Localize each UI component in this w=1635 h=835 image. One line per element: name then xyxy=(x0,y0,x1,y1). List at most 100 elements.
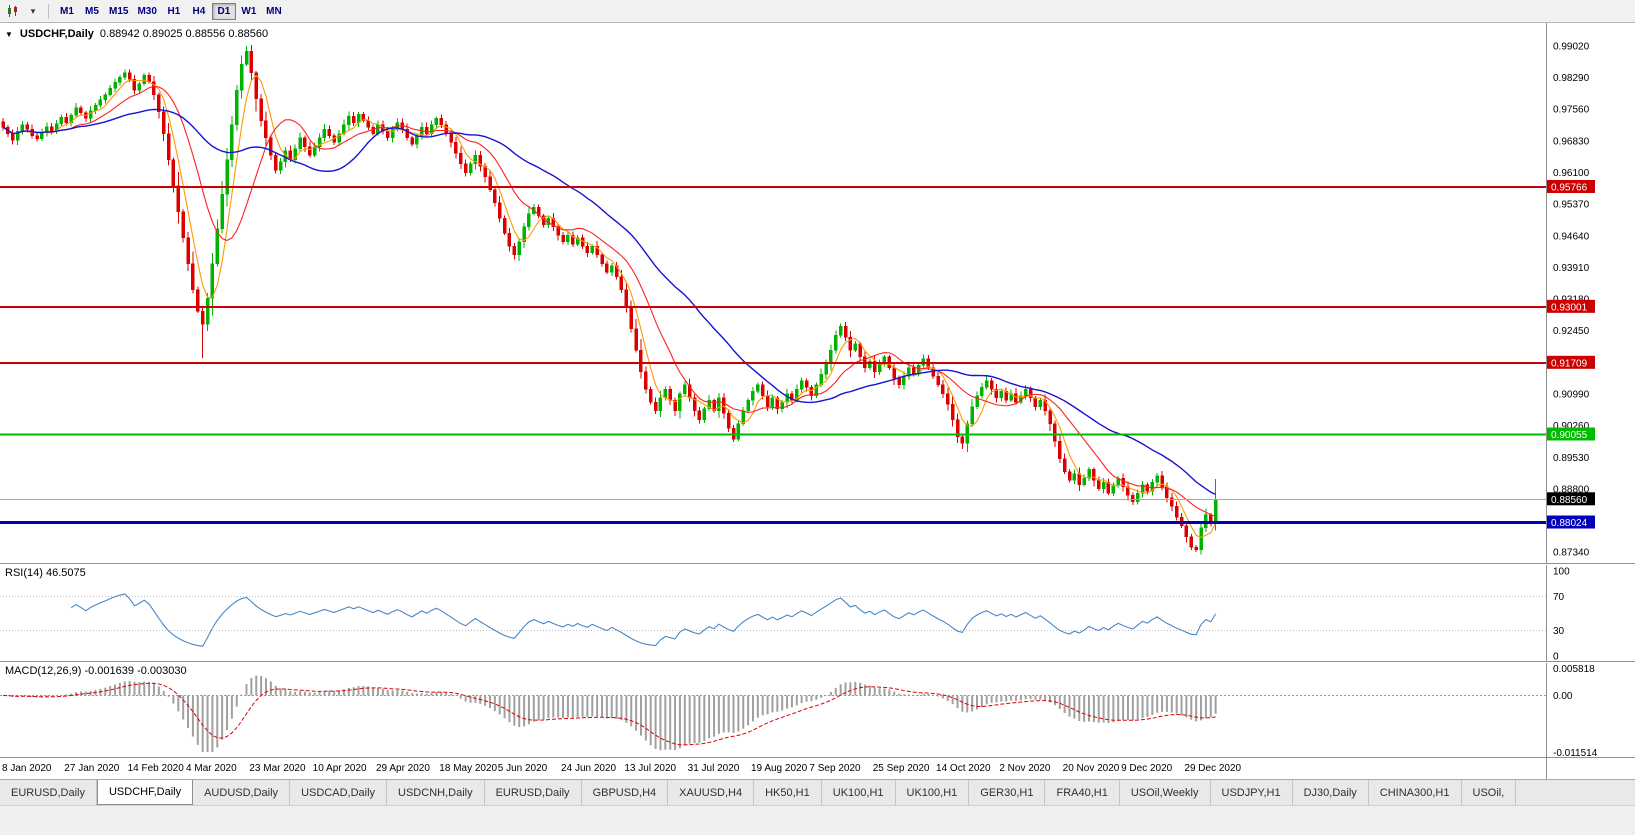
chart-tab[interactable]: USDCAD,Daily xyxy=(290,780,388,805)
chart-tab[interactable]: USDJPY,H1 xyxy=(1210,780,1293,805)
chart-tab[interactable]: FRA40,H1 xyxy=(1045,780,1120,805)
timeframe-button-m30[interactable]: M30 xyxy=(137,5,157,17)
main-chart-panel[interactable]: 0.99020 0.98290 0.97560 0.96830 0.96100 0.953… xyxy=(0,23,1635,563)
date-axis-label: 5 Jun 2020 xyxy=(497,763,548,774)
toolbar: ▾ M1 M5 M15 M30 H1 H4 D1 W1 MN xyxy=(0,0,1635,23)
svg-text:100: 100 xyxy=(1553,567,1570,578)
chart-tab[interactable]: DJ30,Daily xyxy=(1292,780,1369,805)
svg-text:0.005818: 0.005818 xyxy=(1553,664,1595,675)
svg-text:70: 70 xyxy=(1553,592,1565,603)
svg-text:0.89530: 0.89530 xyxy=(1553,453,1590,464)
caret-down-icon[interactable]: ▾ xyxy=(30,5,36,16)
timeframe-button-h4[interactable]: H4 xyxy=(192,5,206,17)
timeframe-button-d1[interactable]: D1 xyxy=(211,2,236,20)
rsi-line xyxy=(70,593,1217,647)
main-chart-canvas[interactable]: 0.99020 0.98290 0.97560 0.96830 0.96100 0.953… xyxy=(0,23,1635,563)
svg-text:0.96830: 0.96830 xyxy=(1553,136,1590,147)
timeframe-button-w1[interactable]: W1 xyxy=(241,5,257,17)
timeframe-button-m1[interactable]: M1 xyxy=(60,5,74,17)
chart-tab[interactable]: USDCHF,Daily xyxy=(96,780,194,805)
rsi-label: RSI(14) 46.5075 xyxy=(5,567,86,579)
horizontal-levels-layer xyxy=(0,185,1546,525)
svg-text:0.93910: 0.93910 xyxy=(1553,263,1590,274)
chart-tab[interactable]: EURUSD,Daily xyxy=(484,780,582,805)
chart-tab[interactable]: UK100,H1 xyxy=(821,780,896,805)
chart-tab[interactable]: XAUUSD,H4 xyxy=(668,780,755,805)
svg-text:0.95370: 0.95370 xyxy=(1553,200,1590,211)
candlestick-chart-icon[interactable] xyxy=(4,3,22,19)
triangle-down-icon[interactable]: ▼ xyxy=(5,29,13,39)
svg-text:-0.011514: -0.011514 xyxy=(1553,748,1598,758)
date-axis-label: 10 Apr 2020 xyxy=(312,763,367,774)
timeframe-button-m5[interactable]: M5 xyxy=(85,5,99,17)
date-axis-label: 19 Aug 2020 xyxy=(750,763,808,774)
chart-tab[interactable]: AUDUSD,Daily xyxy=(193,780,291,805)
date-axis-label: 18 May 2020 xyxy=(439,763,498,774)
date-axis-label: 8 Jan 2020 xyxy=(2,763,52,774)
candles-layer xyxy=(1,44,1218,555)
svg-text:0.90990: 0.90990 xyxy=(1553,389,1590,400)
date-axis-label: 2 Nov 2020 xyxy=(999,763,1051,774)
date-axis-label: 13 Jul 2020 xyxy=(624,763,677,774)
svg-text:0.96100: 0.96100 xyxy=(1553,168,1590,179)
rsi-canvas[interactable]: 100 70 30 0 xyxy=(0,565,1635,662)
chart-tab[interactable]: USOil, xyxy=(1461,780,1517,805)
svg-text:0.98290: 0.98290 xyxy=(1553,73,1590,84)
svg-text:0.93001: 0.93001 xyxy=(1551,302,1588,313)
date-axis-label: 31 Jul 2020 xyxy=(687,763,740,774)
moving-averages-layer xyxy=(2,74,1217,539)
macd-panel[interactable]: 0.005818 0.00 -0.011514 MACD(12,26,9) -0.0… xyxy=(0,661,1635,758)
svg-text:0: 0 xyxy=(1553,652,1559,663)
macd-canvas[interactable]: 0.005818 0.00 -0.011514 xyxy=(0,663,1635,758)
macd-histogram xyxy=(6,675,1217,752)
date-axis-label: 24 Jun 2020 xyxy=(561,763,617,774)
date-axis-label: 27 Jan 2020 xyxy=(64,763,120,774)
svg-text:0.88024: 0.88024 xyxy=(1551,518,1588,529)
date-axis-label: 9 Dec 2020 xyxy=(1121,763,1173,774)
chart-tab-bar: EURUSD,Daily USDCHF,Daily AUDUSD,Daily USDC… xyxy=(0,779,1635,805)
date-axis-label: 14 Oct 2020 xyxy=(936,763,991,774)
chart-tab[interactable]: GBPUSD,H4 xyxy=(581,780,669,805)
timeframe-button-m15[interactable]: M15 xyxy=(109,5,129,17)
date-axis-label: 25 Sep 2020 xyxy=(872,763,930,774)
rsi-panel[interactable]: 100 70 30 0 RSI(14) 46.5075 xyxy=(0,563,1635,662)
svg-text:0.91709: 0.91709 xyxy=(1551,358,1588,369)
toolbar-separator xyxy=(48,3,49,19)
chart-tab[interactable]: UK100,H1 xyxy=(895,780,970,805)
price-axis[interactable]: 0.99020 0.98290 0.97560 0.96830 0.96100 0.953… xyxy=(1547,41,1595,559)
svg-text:0.92450: 0.92450 xyxy=(1553,326,1590,337)
timeframe-button-h1[interactable]: H1 xyxy=(167,5,181,17)
svg-text:0.88800: 0.88800 xyxy=(1553,484,1590,495)
chart-symbol-label: USDCHF,Daily xyxy=(19,28,94,40)
svg-text:0.87340: 0.87340 xyxy=(1553,548,1590,559)
date-axis-label: 4 Mar 2020 xyxy=(186,763,237,774)
svg-text:0.94640: 0.94640 xyxy=(1553,231,1590,242)
svg-text:0.95766: 0.95766 xyxy=(1551,182,1588,193)
chart-title: ▼ USDCHF,Daily 0.88942 0.89025 0.88556 0… xyxy=(5,28,268,40)
chart-ohlc-label: 0.88942 0.89025 0.88556 0.88560 xyxy=(99,28,269,40)
date-axis-label: 14 Feb 2020 xyxy=(127,763,184,774)
axis-separator xyxy=(1546,758,1547,779)
timeframe-button-mn[interactable]: MN xyxy=(266,5,282,17)
chart-tab[interactable]: USDCNH,Daily xyxy=(387,780,485,805)
svg-text:0.88560: 0.88560 xyxy=(1551,495,1588,506)
timeframe-group: M1 M5 M15 M30 H1 H4 D1 W1 MN xyxy=(55,2,286,20)
chart-tab[interactable]: USOil,Weekly xyxy=(1119,780,1211,805)
date-axis-label: 7 Sep 2020 xyxy=(809,763,861,774)
chart-tab[interactable]: GER30,H1 xyxy=(969,780,1046,805)
svg-text:0.00: 0.00 xyxy=(1553,691,1573,702)
footer-strip xyxy=(0,805,1635,835)
chart-tab[interactable]: EURUSD,Daily xyxy=(0,780,97,805)
date-axis-label: 20 Nov 2020 xyxy=(1062,763,1120,774)
date-axis[interactable]: 8 Jan 2020 27 Jan 2020 14 Feb 2020 4 Mar 20… xyxy=(0,757,1635,779)
svg-text:0.90055: 0.90055 xyxy=(1551,430,1588,441)
svg-text:30: 30 xyxy=(1553,626,1565,637)
chart-tab[interactable]: CHINA300,H1 xyxy=(1368,780,1462,805)
date-axis-label: 29 Dec 2020 xyxy=(1184,763,1242,774)
date-axis-label: 23 Mar 2020 xyxy=(249,763,306,774)
svg-text:0.97560: 0.97560 xyxy=(1553,105,1590,116)
chart-tab[interactable]: HK50,H1 xyxy=(754,780,822,805)
svg-text:0.90260: 0.90260 xyxy=(1553,421,1590,432)
svg-text:0.99020: 0.99020 xyxy=(1553,41,1590,52)
